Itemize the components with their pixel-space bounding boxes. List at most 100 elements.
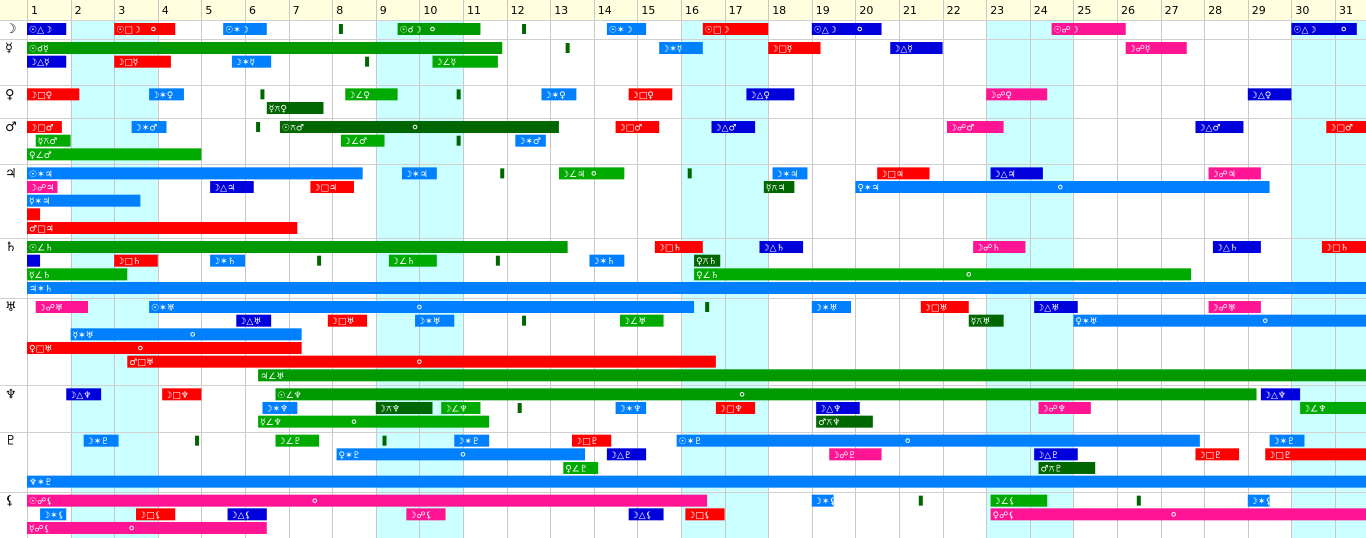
aspect-bar-label: ☉△☽ [1293,26,1316,36]
day-label: 16 [685,4,699,17]
day-label: 24 [1034,4,1048,17]
aspect-bar-label: ☉☍☽ [1054,26,1079,36]
day-label: 29 [1252,4,1266,17]
aspect-bar [223,23,267,35]
aspect-bar-label: ☽∠⚸ [993,497,1016,507]
aspect-bar-label: ☿⚻♃ [766,184,786,194]
aspect-tick [456,135,461,146]
aspect-bar [388,254,437,267]
aspect-bar-label: ♀✶♃ [857,184,879,194]
aspect-bar-label: ☽□♇ [1197,451,1222,461]
aspect-bar [1265,448,1366,461]
aspect-bar [1291,23,1357,35]
aspect-tick [195,435,200,446]
aspect-bar [1195,448,1240,461]
aspect-bar [606,23,647,35]
aspect-bar-label: ♃∠♅ [260,372,284,382]
aspect-bar-label: ☽△♂ [714,124,737,134]
aspect-bar [816,415,873,428]
aspect-bar-label: ☽△♅ [238,317,261,327]
aspect-bar [715,401,756,414]
aspect-bar-label: ☉✶♃ [29,170,53,180]
exact-marker [417,304,422,310]
aspect-bar [986,88,1048,101]
aspect-bar-label: ☽✶♅ [417,317,441,327]
aspect-bar-label: ☽∠♀ [347,91,370,101]
aspect-bar [375,401,433,414]
aspect-bar-label: ☽☍♂ [949,124,974,134]
aspect-bar [1034,301,1078,314]
aspect-bar [1208,301,1261,314]
aspect-bar [946,121,1004,134]
aspect-bar [811,23,882,35]
aspect-bar [990,167,1043,180]
aspect-bar [589,254,625,267]
exact-marker [417,359,422,364]
aspect-tick [365,56,370,67]
planet-glyph: ♆ [5,387,17,402]
day-label: 28 [1208,4,1222,17]
aspect-bar [816,401,860,414]
aspect-bar-label: ☽□♇ [574,437,599,447]
aspect-bar [310,181,354,194]
aspect-bar [231,55,272,68]
aspect-bar [515,134,546,147]
aspect-bar [27,282,1366,294]
aspect-bar-label: ☽△♀ [1250,91,1272,101]
aspect-bar-label: ☽□⚸ [687,511,710,521]
day-label: 3 [118,4,125,17]
aspect-bar-label: ♂⚻♆ [818,418,840,428]
exact-marker [190,332,195,337]
aspect-bar-label: ☽□♂ [1328,124,1353,134]
aspect-bar [1247,494,1270,507]
aspect-bar [628,88,673,101]
aspect-bar-label: ♂□♅ [129,358,154,368]
aspect-bar-label: ♀✶♅ [1075,317,1097,327]
aspect-bar [227,508,267,521]
aspect-bar-label: ♀□♅ [29,344,52,354]
aspect-bar-label: ☉✶☽ [225,26,249,36]
day-label: 23 [990,4,1004,17]
aspect-bar-label: ☽✶♇ [456,437,480,447]
aspect-bar [768,42,821,55]
aspect-bar [262,401,298,414]
aspect-bar [35,134,71,147]
aspect-bar [131,121,167,134]
aspect-bar-label: ☽✶☿ [661,45,682,55]
day-label: 12 [511,4,525,17]
aspect-bar-label: ☽□♂ [618,124,643,134]
aspect-tick [687,168,692,179]
day-label: 14 [598,4,612,17]
aspect-bar [1260,388,1301,401]
aspect-bar-label: ☽△♄ [761,244,784,254]
aspect-bar-label: ☽⚻♆ [378,404,400,414]
aspect-bar-label: ☽△♆ [818,404,841,414]
aspect-bar-label: ☿☍⚸ [29,524,50,534]
aspect-bar-label: ☽□♀ [631,91,654,101]
aspect-bar [1208,167,1261,180]
aspect-bar-label: ☽□♇ [1267,451,1292,461]
aspect-bar [563,461,599,474]
day-label: 7 [293,4,300,17]
aspect-tick [1136,495,1141,506]
aspect-bar [702,23,769,35]
aspect-bar-label: ☽△♀ [748,91,770,101]
aspect-bar [27,55,67,68]
aspect-bar [454,434,490,447]
aspect-bar [266,102,324,115]
aspect-bar-label: ☿⚻♀ [269,105,287,115]
day-label: 1 [31,4,38,17]
aspect-bar-label: ☽☍☿ [1128,45,1151,55]
aspect-bar [27,268,128,281]
aspect-bar [345,88,398,101]
aspect-bar-label: ☽✶♅ [814,304,838,314]
aspect-tick [256,122,261,133]
aspect-bar [210,181,254,194]
planet-glyph: ☽ [5,22,17,37]
aspect-bar-label: ☉⚻♂ [282,124,304,134]
aspect-bar [27,194,141,207]
aspect-bar [114,55,171,68]
aspect-bar-label: ☽△♄ [1215,244,1238,254]
planet-glyph: ♅ [5,300,17,315]
